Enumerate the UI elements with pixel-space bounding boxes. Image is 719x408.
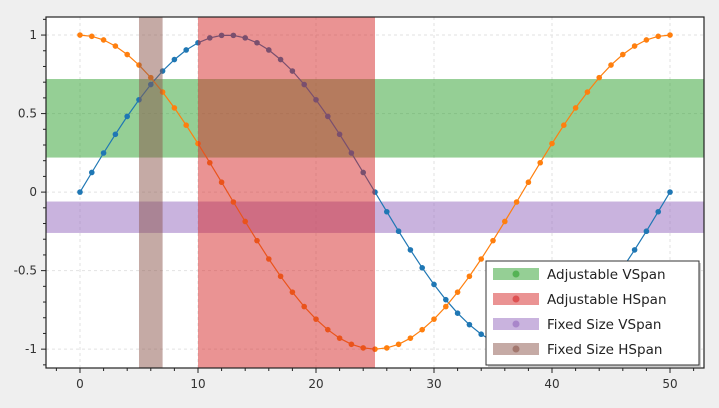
data-point [171,56,178,63]
data-point [502,218,508,225]
data-point [419,326,426,333]
data-point [620,51,626,58]
data-point [454,310,461,316]
legend-item[interactable]: Fixed Size HSpan [493,342,662,358]
y-tick-label: 1 [29,28,37,42]
data-point [407,247,414,253]
data-point [655,208,662,215]
x-tick-label: 0 [76,377,84,391]
data-point [608,62,614,68]
data-point [77,32,83,38]
data-point [596,74,603,81]
data-point [384,345,390,351]
data-point [395,341,402,348]
data-point [443,303,449,310]
data-point [395,228,402,235]
legend-item[interactable]: Adjustable VSpan [493,267,666,283]
data-point [549,140,555,147]
data-point [124,113,130,120]
legend[interactable]: Adjustable VSpan Adjustable HSpan Fixed Si… [485,260,701,367]
legend-marker-icon [512,295,520,303]
data-point [525,179,532,186]
legend-label: Adjustable VSpan [547,267,666,283]
fixed-size-hspan[interactable] [138,17,163,368]
y-tick-label: 0 [29,185,37,199]
data-point [454,289,461,295]
legend-label: Adjustable HSpan [547,292,667,308]
data-point [478,256,485,262]
y-axis: 1 0.5 0 -0.5 -1 [14,18,46,366]
legend-label: Fixed Size HSpan [547,342,662,358]
data-point [100,37,107,43]
data-point [88,33,95,40]
data-point [466,321,473,328]
legend-marker-icon [512,320,520,328]
data-point [407,335,414,341]
legend-marker-icon [512,345,520,353]
data-point [443,296,449,303]
adjustable-hspan[interactable] [197,17,375,368]
y-tick-label: -1 [25,342,37,356]
data-point [643,37,650,43]
data-point [384,208,390,215]
legend-marker-icon [512,270,520,278]
data-point [124,51,130,58]
data-point [431,316,437,322]
data-point [112,43,119,49]
x-tick-label: 20 [308,377,323,391]
data-point [112,131,119,138]
data-point [572,105,579,111]
data-point [183,122,189,129]
legend-label: Fixed Size VSpan [547,317,661,333]
data-point [466,273,473,280]
y-tick-label: -0.5 [14,264,37,278]
data-point [561,122,567,129]
legend-item[interactable]: Adjustable HSpan [493,292,667,308]
data-point [584,89,591,95]
data-point [88,169,95,176]
data-point [631,43,638,49]
x-axis: 0 10 20 30 40 50 [55,368,695,391]
x-tick-label: 50 [662,377,677,391]
data-point [643,228,650,235]
x-tick-label: 30 [426,377,441,391]
x-tick-label: 10 [190,377,205,391]
data-point [655,33,662,40]
data-point [77,189,83,195]
legend-item[interactable]: Fixed Size VSpan [493,317,661,333]
data-point [419,265,426,271]
y-tick-label: 0.5 [18,107,37,121]
data-point [171,105,178,111]
data-point [631,247,638,253]
horizontal-spans[interactable] [138,17,375,368]
x-tick-label: 40 [544,377,559,391]
data-point [431,281,437,288]
data-point [513,199,520,205]
data-point [667,32,673,38]
data-point [490,237,496,244]
data-point [183,47,189,53]
data-point [537,159,544,166]
data-point [100,150,107,156]
data-point [478,331,485,338]
data-point [667,189,673,195]
